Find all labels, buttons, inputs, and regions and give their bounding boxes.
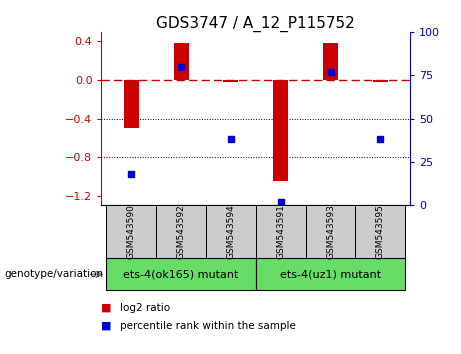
Text: percentile rank within the sample: percentile rank within the sample [120, 321, 296, 331]
Title: GDS3747 / A_12_P115752: GDS3747 / A_12_P115752 [156, 16, 355, 32]
Bar [273, 80, 288, 181]
Text: GSM543594: GSM543594 [226, 205, 236, 259]
Bar [174, 44, 189, 80]
Bar [124, 80, 139, 128]
Text: GSM543595: GSM543595 [376, 204, 385, 259]
Text: ets-4(ok165) mutant: ets-4(ok165) mutant [124, 269, 239, 279]
Text: GSM543592: GSM543592 [177, 205, 186, 259]
Bar [323, 44, 338, 80]
Text: genotype/variation: genotype/variation [5, 269, 104, 279]
Text: ■: ■ [101, 321, 112, 331]
Text: log2 ratio: log2 ratio [120, 303, 170, 313]
Bar [224, 80, 238, 82]
Text: GSM543591: GSM543591 [276, 204, 285, 259]
Text: GSM543590: GSM543590 [127, 204, 136, 259]
Text: GSM543593: GSM543593 [326, 204, 335, 259]
Bar [373, 80, 388, 82]
Text: ■: ■ [101, 303, 112, 313]
Text: ets-4(uz1) mutant: ets-4(uz1) mutant [280, 269, 381, 279]
